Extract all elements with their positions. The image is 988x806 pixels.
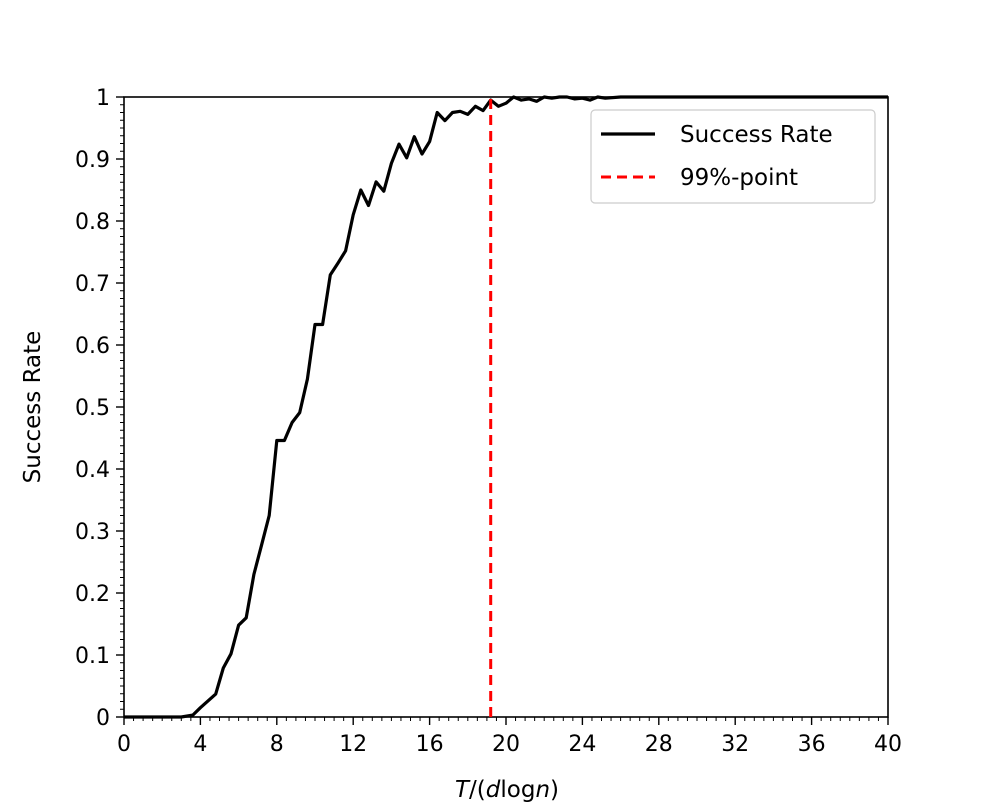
- legend-label: Success Rate: [680, 122, 833, 148]
- y-tick-label: 0.8: [75, 210, 110, 235]
- x-tick-label: 0: [117, 732, 131, 757]
- legend-box: [590, 109, 876, 204]
- y-tick-label: 0.3: [75, 520, 110, 545]
- series-layer: [124, 95, 888, 719]
- x-tick-label: 36: [798, 732, 826, 757]
- x-tick-label: 20: [492, 732, 520, 757]
- legend-label: 99%-point: [680, 165, 798, 191]
- y-tick-label: 0.1: [75, 644, 110, 669]
- x-tick-label: 8: [270, 732, 284, 757]
- y-tick-label: 0: [96, 706, 110, 731]
- x-tick-label: 40: [874, 732, 902, 757]
- x-tick-label: 16: [416, 732, 444, 757]
- y-tick-label: 0.9: [75, 148, 110, 173]
- y-tick-label: 0.5: [75, 396, 110, 421]
- x-tick-label: 28: [645, 732, 673, 757]
- legend: Success Rate 99%-point: [590, 109, 876, 204]
- y-tick-label: 0.2: [75, 582, 110, 607]
- y-tick-label: 0.4: [75, 458, 110, 483]
- axis-ticks: 0 4 8 12 16 20 24 28 32 36 40 0 0.1 0.2 0.3 0.4 0.5 0.6 0.…: [75, 86, 902, 757]
- x-axis-label: T/(dlogn): [455, 777, 559, 803]
- x-tick-label: 24: [568, 732, 596, 757]
- x-tick-label: 32: [721, 732, 749, 757]
- y-tick-label: 0.7: [75, 272, 110, 297]
- y-axis-label: Success Rate: [20, 331, 46, 484]
- y-tick-label: 0.6: [75, 334, 110, 359]
- x-tick-label: 4: [193, 732, 207, 757]
- x-tick-label: 12: [339, 732, 367, 757]
- y-tick-label: 1: [96, 86, 110, 111]
- series-success-rate-line: [124, 95, 888, 719]
